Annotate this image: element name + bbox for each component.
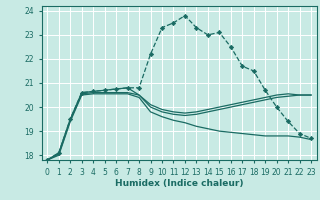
X-axis label: Humidex (Indice chaleur): Humidex (Indice chaleur) (115, 179, 244, 188)
